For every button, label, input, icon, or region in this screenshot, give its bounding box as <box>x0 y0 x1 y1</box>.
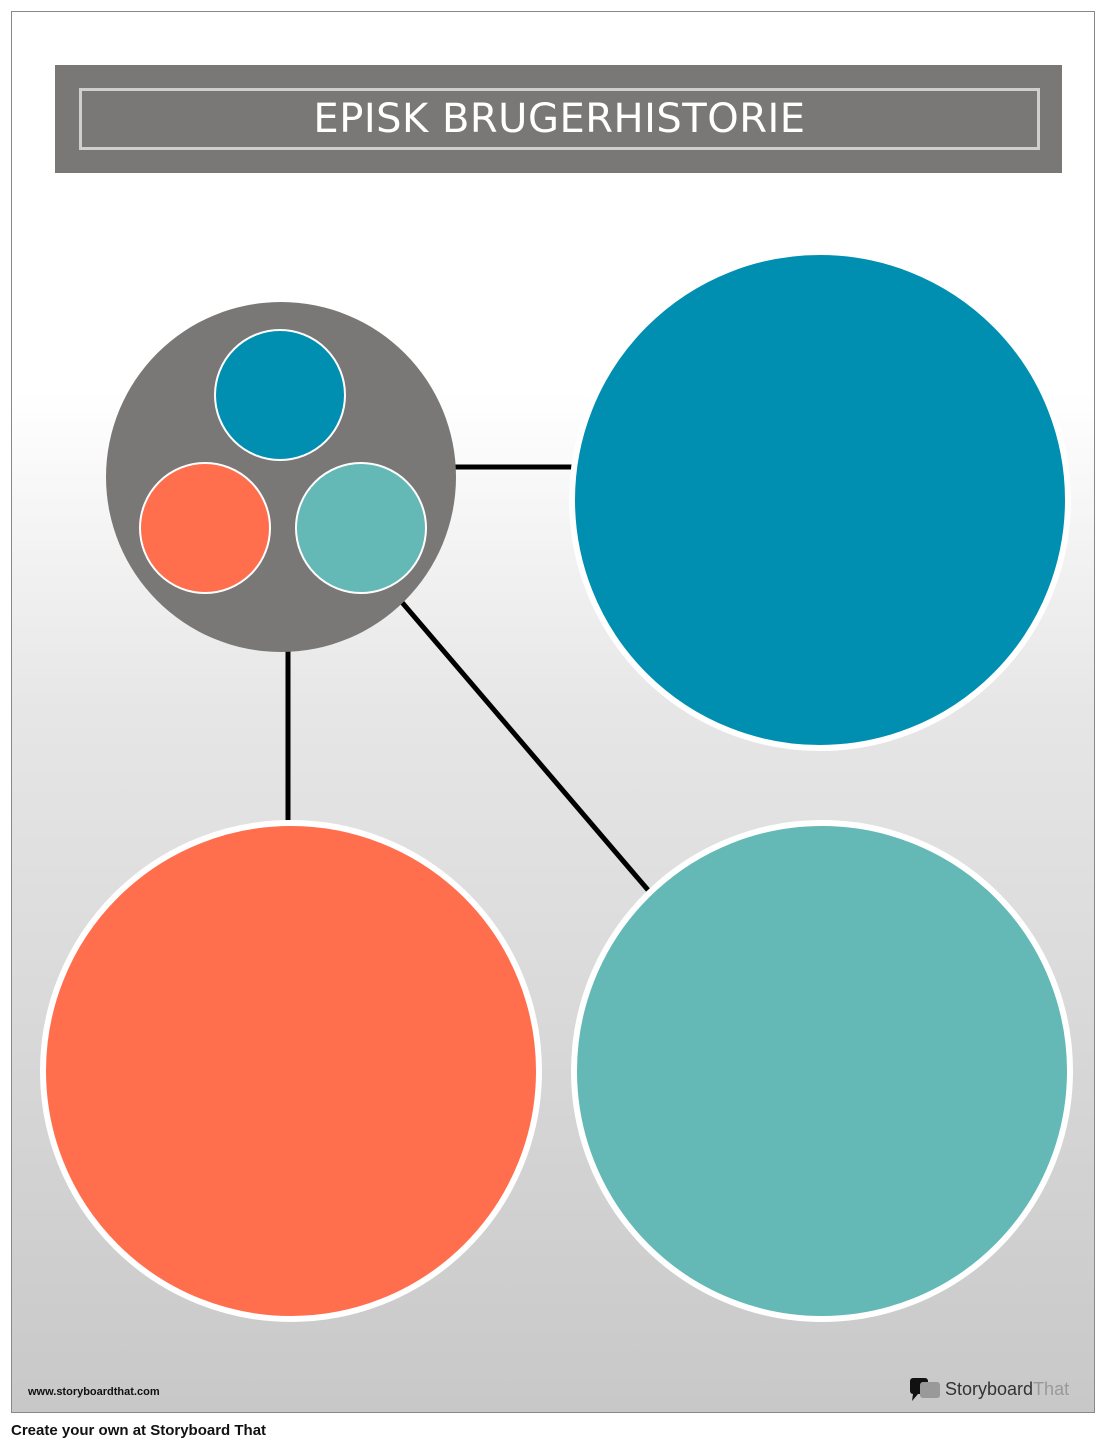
story-circle-orange[interactable] <box>40 820 542 1322</box>
logo-text-main: Storyboard <box>945 1378 1034 1399</box>
logo-text-accent: That <box>1033 1378 1070 1399</box>
epic-diagram <box>40 249 1073 1322</box>
page-title: EPISK BRUGERHISTORIE <box>313 96 806 142</box>
connector-line-diagonal <box>398 598 650 892</box>
storyboardthat-logo: StoryboardThat <box>909 1376 1069 1402</box>
footer-link[interactable]: Create your own at Storyboard That <box>11 1422 267 1439</box>
story-circle-teal[interactable] <box>571 820 1073 1322</box>
hub-dot-orange[interactable] <box>139 462 271 594</box>
title-banner: EPISK BRUGERHISTORIE <box>55 65 1062 173</box>
speech-bubble-icon <box>910 1378 940 1401</box>
hub-dot-blue[interactable] <box>214 329 346 461</box>
title-frame: EPISK BRUGERHISTORIE <box>79 88 1040 150</box>
hub-dot-teal[interactable] <box>295 462 427 594</box>
watermark-url: www.storyboardthat.com <box>28 1386 160 1398</box>
story-circle-blue[interactable] <box>569 249 1071 751</box>
